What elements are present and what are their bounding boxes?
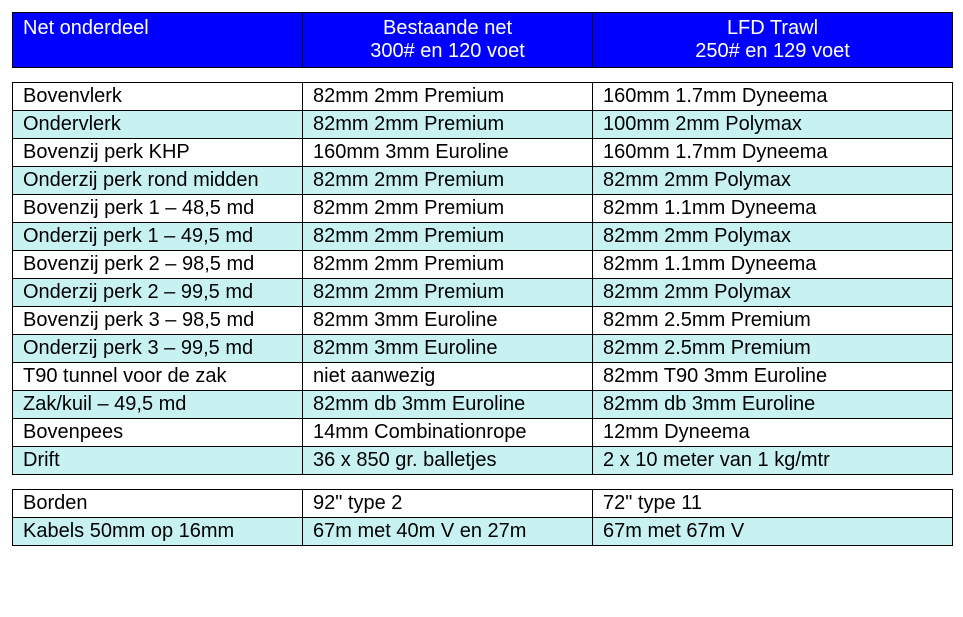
header-col-0-line1: Net onderdeel xyxy=(23,17,149,39)
table-cell: 72" type 11 xyxy=(593,490,953,518)
table-cell: 2 x 10 meter van 1 kg/mtr xyxy=(593,447,953,475)
table-cell: 67m met 67m V xyxy=(593,518,953,546)
table-row: Bovenzij perk 1 – 48,5 md82mm 2mm Premiu… xyxy=(13,195,953,223)
header-table: Net onderdeel Bestaande net 300# en 120 … xyxy=(12,12,953,68)
table-cell: Borden xyxy=(13,490,303,518)
table-cell: 82mm 2mm Polymax xyxy=(593,223,953,251)
table-cell: Bovenpees xyxy=(13,419,303,447)
table-cell: Bovenzij perk KHP xyxy=(13,139,303,167)
header-col-2: LFD Trawl 250# en 129 voet xyxy=(593,13,953,68)
table-cell: Bovenvlerk xyxy=(13,83,303,111)
table-cell: 82mm 2.5mm Premium xyxy=(593,307,953,335)
table-cell: 82mm 1.1mm Dyneema xyxy=(593,251,953,279)
header-col-0: Net onderdeel xyxy=(13,13,303,68)
table-row: Borden92" type 272" type 11 xyxy=(13,490,953,518)
table-cell: 82mm 2mm Premium xyxy=(303,83,593,111)
header-col-1-line1: Bestaande net xyxy=(383,17,512,39)
table-cell: 36 x 850 gr. balletjes xyxy=(303,447,593,475)
table-cell: 82mm db 3mm Euroline xyxy=(593,391,953,419)
table-cell: 82mm 3mm Euroline xyxy=(303,307,593,335)
table-row: Drift36 x 850 gr. balletjes2 x 10 meter … xyxy=(13,447,953,475)
table-cell: 82mm 2.5mm Premium xyxy=(593,335,953,363)
secondary-data-table: Borden92" type 272" type 11Kabels 50mm o… xyxy=(12,489,953,546)
table-row: Ondervlerk82mm 2mm Premium100mm 2mm Poly… xyxy=(13,111,953,139)
table-cell: 160mm 1.7mm Dyneema xyxy=(593,83,953,111)
table-cell: Zak/kuil – 49,5 md xyxy=(13,391,303,419)
table-cell: Ondervlerk xyxy=(13,111,303,139)
table-cell: Bovenzij perk 3 – 98,5 md xyxy=(13,307,303,335)
table-cell: 82mm T90 3mm Euroline xyxy=(593,363,953,391)
table-cell: 100mm 2mm Polymax xyxy=(593,111,953,139)
table-row: Kabels 50mm op 16mm67m met 40m V en 27m6… xyxy=(13,518,953,546)
table-cell: 82mm 1.1mm Dyneema xyxy=(593,195,953,223)
table-cell: 160mm 3mm Euroline xyxy=(303,139,593,167)
table-cell: 92" type 2 xyxy=(303,490,593,518)
header-col-2-line1: LFD Trawl xyxy=(727,17,818,39)
table-cell: 12mm Dyneema xyxy=(593,419,953,447)
table-cell: Drift xyxy=(13,447,303,475)
table-cell: 82mm 2mm Premium xyxy=(303,223,593,251)
table-cell: 82mm 2mm Premium xyxy=(303,251,593,279)
table-cell: 160mm 1.7mm Dyneema xyxy=(593,139,953,167)
table-row: T90 tunnel voor de zakniet aanwezig82mm … xyxy=(13,363,953,391)
table-row: Bovenvlerk82mm 2mm Premium160mm 1.7mm Dy… xyxy=(13,83,953,111)
table-cell: 82mm 2mm Premium xyxy=(303,111,593,139)
table-cell: 82mm 2mm Premium xyxy=(303,167,593,195)
table-cell: 82mm 3mm Euroline xyxy=(303,335,593,363)
table-cell: Onderzij perk 2 – 99,5 md xyxy=(13,279,303,307)
table-cell: 82mm 2mm Polymax xyxy=(593,279,953,307)
table-row: Bovenzij perk KHP160mm 3mm Euroline160mm… xyxy=(13,139,953,167)
header-col-2-line2: 250# en 129 voet xyxy=(695,40,850,62)
table-cell: 67m met 40m V en 27m xyxy=(303,518,593,546)
table-row: Bovenzij perk 2 – 98,5 md82mm 2mm Premiu… xyxy=(13,251,953,279)
table-cell: T90 tunnel voor de zak xyxy=(13,363,303,391)
table-cell: 82mm db 3mm Euroline xyxy=(303,391,593,419)
header-col-1: Bestaande net 300# en 120 voet xyxy=(303,13,593,68)
table-cell: Bovenzij perk 2 – 98,5 md xyxy=(13,251,303,279)
table-row: Onderzij perk 1 – 49,5 md82mm 2mm Premiu… xyxy=(13,223,953,251)
table-row: Zak/kuil – 49,5 md82mm db 3mm Euroline82… xyxy=(13,391,953,419)
table-cell: 82mm 2mm Polymax xyxy=(593,167,953,195)
table-row: Onderzij perk rond midden82mm 2mm Premiu… xyxy=(13,167,953,195)
table-cell: 82mm 2mm Premium xyxy=(303,279,593,307)
header-col-1-line2: 300# en 120 voet xyxy=(370,40,525,62)
table-row: Onderzij perk 3 – 99,5 md82mm 3mm Euroli… xyxy=(13,335,953,363)
table-cell: Onderzij perk 3 – 99,5 md xyxy=(13,335,303,363)
table-cell: Kabels 50mm op 16mm xyxy=(13,518,303,546)
main-data-table: Bovenvlerk82mm 2mm Premium160mm 1.7mm Dy… xyxy=(12,82,953,475)
table-cell: Bovenzij perk 1 – 48,5 md xyxy=(13,195,303,223)
table-row: Bovenpees14mm Combinationrope12mm Dyneem… xyxy=(13,419,953,447)
table-row: Onderzij perk 2 – 99,5 md82mm 2mm Premiu… xyxy=(13,279,953,307)
table-cell: niet aanwezig xyxy=(303,363,593,391)
table-cell: 14mm Combinationrope xyxy=(303,419,593,447)
table-cell: 82mm 2mm Premium xyxy=(303,195,593,223)
table-cell: Onderzij perk rond midden xyxy=(13,167,303,195)
table-cell: Onderzij perk 1 – 49,5 md xyxy=(13,223,303,251)
table-row: Bovenzij perk 3 – 98,5 md82mm 3mm Euroli… xyxy=(13,307,953,335)
